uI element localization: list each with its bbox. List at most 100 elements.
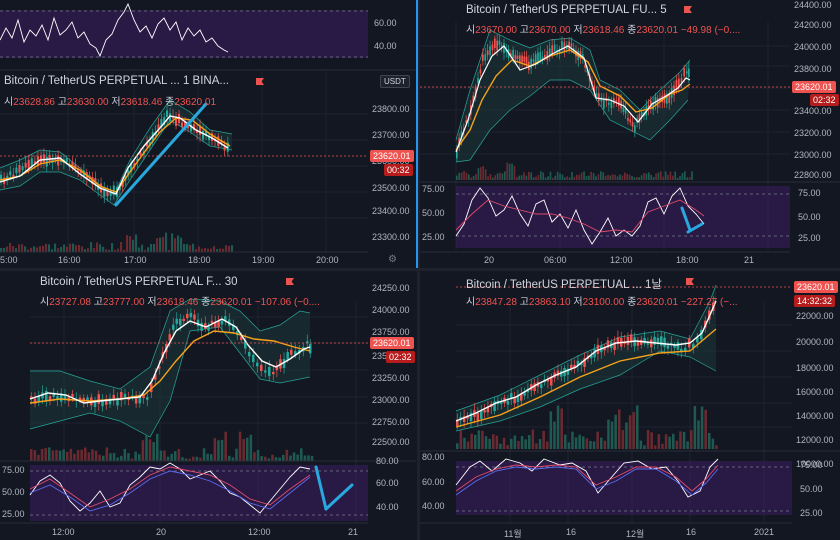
volume-bar	[610, 421, 614, 449]
settings-gear-icon[interactable]: ⚙	[388, 254, 397, 265]
volume-bar	[481, 430, 484, 449]
pane-title[interactable]: Bitcoin / TetherUS PERPETUAL F... 30	[40, 276, 238, 288]
volume-bar	[470, 433, 473, 449]
candle	[561, 41, 563, 50]
flag-icon[interactable]	[684, 6, 692, 13]
volume-bar	[592, 441, 596, 449]
price-axis[interactable]: 22000.00 20000.00 18000.00 16000.00 14000.00…	[792, 271, 840, 540]
pane-title[interactable]: Bitcoin / TetherUS PERPETUAL ... 1 BINA.…	[4, 75, 229, 87]
volume-bar	[177, 235, 180, 252]
ohlc-value: 23100.00	[582, 297, 628, 308]
candle	[65, 158, 68, 162]
volume-bar	[231, 457, 235, 461]
candle	[532, 59, 535, 62]
volume-bar	[607, 419, 610, 449]
volume-bar	[682, 431, 686, 449]
volume-bar	[220, 439, 224, 461]
ohlc-value: 23670.00	[475, 25, 520, 36]
chart-pane-1min[interactable]: Bitcoin / TetherUS PERPETUAL ... 1 BINA.…	[0, 0, 416, 268]
volume-bar	[590, 171, 593, 180]
candle	[675, 80, 678, 91]
axis-tick-label: 60.00	[376, 478, 399, 488]
volume-bar	[165, 232, 168, 252]
volume-bar	[123, 249, 126, 252]
volume-bar	[51, 450, 55, 461]
volume-bar	[458, 172, 461, 180]
volume-bar	[612, 174, 614, 180]
volume-bar	[12, 246, 15, 252]
candle	[24, 162, 27, 168]
candle	[184, 120, 187, 127]
time-axis[interactable]: 5:00 16:00 17:00 18:00 19:00 20:00	[0, 254, 368, 268]
chart-pane-5min[interactable]: Bitcoin / TetherUS PERPETUAL FU... 5 시23…	[420, 0, 840, 268]
axis-tick-label: 22800.00	[794, 170, 832, 180]
volume-bar	[625, 422, 628, 449]
candle	[688, 68, 690, 78]
candle	[666, 96, 668, 104]
ohlc-value: 23618.46	[120, 97, 166, 108]
time-tick-label: 12월	[626, 529, 645, 539]
time-axis[interactable]: 20 06:00 12:00 18:00 21	[420, 254, 790, 268]
volume-bar	[571, 172, 573, 180]
candle	[573, 364, 576, 369]
time-axis[interactable]: 11월 16 12월 16 2021	[420, 526, 792, 540]
candle	[523, 392, 526, 396]
pane-title[interactable]: Bitcoin / TetherUS PERPETUAL FU... 5	[466, 4, 667, 16]
pane-title[interactable]: Bitcoin / TetherUS PERPETUAL ... 1날	[466, 279, 662, 291]
candle	[60, 393, 63, 402]
price-axis[interactable]: 23800.0023700.0023600.0023500.0023400.00…	[368, 0, 416, 268]
flag-icon[interactable]	[256, 78, 264, 85]
candle	[208, 135, 211, 141]
volume-bar	[640, 175, 643, 180]
axis-tick-label: 80.00	[376, 456, 399, 466]
volume-bar	[499, 172, 501, 180]
currency-label[interactable]: USDT	[380, 75, 410, 88]
candle	[576, 360, 580, 366]
candle	[93, 402, 97, 408]
axis-tick-label: 50.00	[798, 212, 821, 222]
volume-bar	[463, 170, 465, 180]
candle	[640, 112, 643, 117]
volume-bar	[582, 436, 585, 449]
volume-bar	[496, 173, 499, 180]
volume-bar	[597, 174, 600, 180]
volume-bar	[156, 433, 159, 461]
candle	[248, 351, 251, 357]
flag-icon[interactable]	[686, 278, 694, 285]
candle	[15, 167, 18, 174]
chart-pane-daily[interactable]: Bitcoin / TetherUS PERPETUAL ... 1날 시238…	[420, 271, 840, 540]
volume-bar	[111, 243, 114, 252]
volume-bar	[660, 171, 662, 180]
candle	[190, 124, 193, 132]
volume-bar	[171, 233, 174, 252]
volume-bar	[134, 451, 137, 461]
volume-bar	[676, 177, 679, 180]
candle	[166, 110, 169, 117]
candle	[570, 43, 573, 47]
candle	[550, 376, 553, 386]
ohlc-value: 23628.86	[13, 97, 58, 108]
candle	[525, 56, 528, 65]
volume-bar	[180, 237, 183, 252]
volume-bar	[674, 171, 677, 180]
volume-bar	[580, 172, 583, 180]
chart-pane-30min[interactable]: Bitcoin / TetherUS PERPETUAL F... 30 시23…	[0, 271, 416, 540]
volume-bar	[219, 248, 222, 252]
candle	[520, 393, 523, 401]
ohlc-key: 종	[627, 25, 637, 36]
candle	[33, 161, 36, 164]
volume-bar	[307, 455, 310, 461]
volume-bar	[310, 455, 314, 461]
candle	[680, 78, 683, 83]
countdown-tag: 02:32	[810, 94, 839, 106]
rsi-axis: 75.00 50.00 25.00	[792, 271, 840, 540]
flag-icon[interactable]	[286, 278, 294, 285]
time-axis[interactable]: 12:00 20 12:00 21	[0, 526, 368, 540]
axis-tick-label: 75.00	[422, 184, 445, 194]
candle	[514, 54, 517, 60]
candle	[656, 337, 660, 343]
volume-bar	[643, 445, 646, 449]
volume-bar	[638, 177, 641, 180]
axis-tick-label: 23000.00	[372, 395, 410, 405]
chart-5min-svg	[420, 22, 840, 253]
